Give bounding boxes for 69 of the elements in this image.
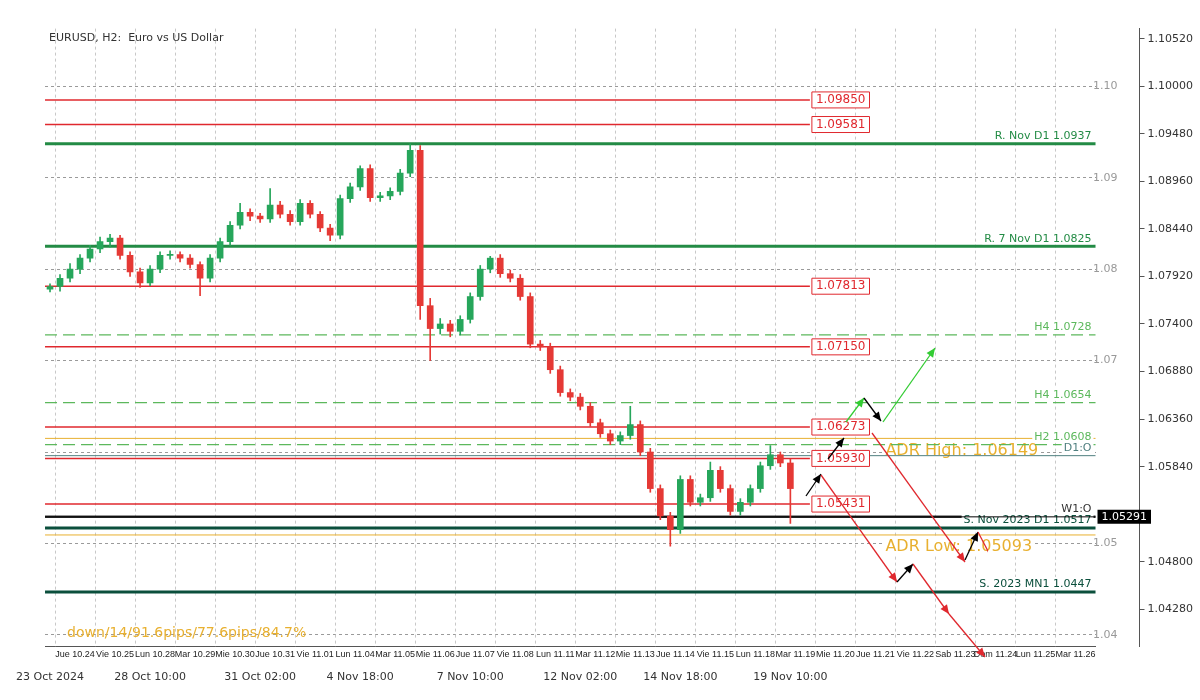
x-tick-label: 23 Oct 2024 xyxy=(16,670,85,684)
y-tick-label: 1.09480 xyxy=(1147,126,1194,140)
x-tick-label: 31 Oct 02:00 xyxy=(224,670,296,684)
y-tick-label: 1.06880 xyxy=(1147,364,1194,378)
ref-line-label: R. Nov D1 1.0937 xyxy=(994,129,1092,143)
text: Mie 10.30 xyxy=(215,648,255,659)
text: Mar 11.19 xyxy=(775,648,816,659)
text: Mar 10.29 xyxy=(174,648,216,659)
text: Sab 11.23 xyxy=(935,648,976,659)
text: Jue 11.07 xyxy=(455,648,495,659)
ref-line-label: H4 1.0654 xyxy=(1034,387,1092,401)
ref-line-label: S. Nov 2023 D1 1.0517 xyxy=(963,513,1092,527)
y-tick-label: 1.08440 xyxy=(1147,221,1194,235)
text: Lun 11.11 xyxy=(535,648,575,659)
text: Mar 11.05 xyxy=(375,648,416,659)
ref-line-label: H4 1.0728 xyxy=(1034,320,1092,334)
text: Jue 11.14 xyxy=(655,648,695,659)
y-tick-label: 1.10520 xyxy=(1147,31,1194,45)
x-tick-label: 14 Nov 18:00 xyxy=(643,670,718,684)
chart-title: EURUSD, H2: Euro vs US Dollar xyxy=(49,30,224,44)
y-tick-label: 1.07920 xyxy=(1147,269,1194,283)
x-tick-label: 19 Nov 10:00 xyxy=(753,670,828,684)
ref-line-label: 1.07150 xyxy=(815,338,866,353)
ref-line-label: D1:O xyxy=(1063,441,1092,455)
ref-line-label: 1.07813 xyxy=(815,278,866,293)
y-tick-label: 1.07400 xyxy=(1147,316,1194,330)
text: Mie 11.20 xyxy=(815,648,855,659)
y2-tick-label: 1.07 xyxy=(1093,353,1118,367)
text: Lun 11.25 xyxy=(1015,648,1056,659)
y2-tick-label: 1.05 xyxy=(1093,536,1118,550)
ref-line-label: S. 2023 MN1 1.0447 xyxy=(979,577,1092,591)
text: Jue 11.21 xyxy=(855,648,895,659)
y-tick-label: 1.08960 xyxy=(1147,174,1194,188)
text: Vie 11.15 xyxy=(696,648,734,659)
text: Mie 11.06 xyxy=(415,648,455,659)
ref-line-label: R. 7 Nov D1 1.0825 xyxy=(984,231,1092,245)
ref-line-label: 1.09581 xyxy=(815,116,866,131)
x-tick-label: 28 Oct 10:00 xyxy=(114,670,186,684)
text: Vie 10.25 xyxy=(96,648,134,659)
y-tick-label: 1.04280 xyxy=(1147,602,1194,616)
text: Lun 11.04 xyxy=(335,648,375,659)
x-tick-label: 12 Nov 02:00 xyxy=(543,670,618,684)
text: Lun 11.18 xyxy=(735,648,776,659)
text: Vie 11.08 xyxy=(496,648,534,659)
y-tick-label: 1.06360 xyxy=(1147,411,1194,425)
text: Jue 10.24 xyxy=(55,648,95,659)
y2-tick-label: 1.04 xyxy=(1093,627,1118,641)
y2-tick-label: 1.08 xyxy=(1093,261,1118,275)
text: Vie 11.01 xyxy=(296,648,334,659)
y-tick-label: 1.10000 xyxy=(1147,79,1194,93)
x-tick-label: 7 Nov 10:00 xyxy=(436,670,504,684)
annotation: down/14/91.6pips/77.6pips/84.7% xyxy=(67,624,307,641)
text: Mie 11.13 xyxy=(615,648,655,659)
y2-tick-label: 1.09 xyxy=(1093,170,1118,184)
ref-line-label: 1.06273 xyxy=(815,419,866,434)
text: Lun 10.28 xyxy=(135,648,176,659)
ref-line-label: 1.09850 xyxy=(815,92,866,107)
ref-line-label: H2 1.0608 xyxy=(1034,430,1092,444)
y-tick-label: 1.05840 xyxy=(1147,459,1194,473)
text: Vie 11.22 xyxy=(896,648,935,659)
text: Jue 10.31 xyxy=(255,648,295,659)
ref-line-label: W1:O xyxy=(1061,502,1092,516)
ref-line-label: 1.05930 xyxy=(815,450,866,465)
y2-tick-label: 1.10 xyxy=(1093,79,1118,93)
ref-line-label: 1.05291 xyxy=(1101,509,1148,523)
text: Mar 11.26 xyxy=(1055,648,1096,659)
text: Mar 11.12 xyxy=(575,648,616,659)
y-tick-label: 1.04800 xyxy=(1147,554,1194,568)
x-tick-label: 4 Nov 18:00 xyxy=(326,670,394,684)
